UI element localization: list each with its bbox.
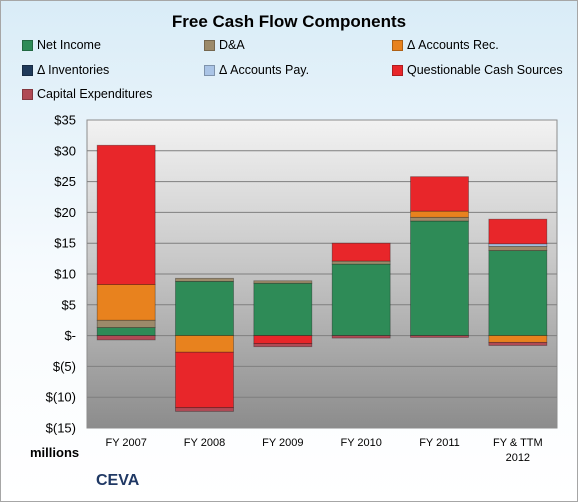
bar-segment bbox=[410, 216, 469, 222]
bar-segment bbox=[96, 327, 156, 337]
legend-item: Δ Accounts Pay. bbox=[204, 63, 309, 77]
legend-swatch bbox=[392, 64, 403, 76]
y-tick-label: $(15) bbox=[46, 421, 76, 436]
legend-swatch bbox=[22, 39, 33, 51]
bar-segment bbox=[175, 277, 234, 282]
bar-segment bbox=[488, 250, 548, 336]
y-tick-label: $25 bbox=[54, 174, 76, 189]
bar-segment bbox=[331, 335, 391, 339]
legend-swatch bbox=[204, 64, 215, 76]
chart-title: Free Cash Flow Components bbox=[171, 12, 407, 31]
bar-segment bbox=[96, 335, 156, 341]
legend-swatch bbox=[22, 88, 33, 100]
y-tick-label: $(5) bbox=[53, 359, 76, 374]
y-unit-label: millions bbox=[30, 445, 80, 460]
y-tick-label: $10 bbox=[54, 267, 76, 282]
y-tick-label: $20 bbox=[54, 205, 76, 220]
bar-segment bbox=[253, 282, 313, 336]
legend-item: Questionable Cash Sources bbox=[392, 63, 563, 77]
legend-item: Δ Inventories bbox=[22, 63, 109, 77]
bar-segment bbox=[253, 335, 313, 345]
x-tick-label: FY 2007 bbox=[105, 437, 146, 449]
legend-label: Net Income bbox=[37, 38, 101, 52]
legend-item: Net Income bbox=[22, 38, 101, 52]
legend-swatch bbox=[392, 39, 403, 51]
bar-segment bbox=[410, 210, 469, 218]
legend-label: D&A bbox=[219, 38, 245, 52]
bar-segment bbox=[96, 284, 156, 321]
x-tick-label: FY 2008 bbox=[184, 437, 225, 449]
legend-label: Capital Expenditures bbox=[37, 87, 153, 101]
x-tick-label: FY 2010 bbox=[340, 437, 381, 449]
bar-segment bbox=[175, 407, 234, 412]
x-tick-label: FY 2009 bbox=[262, 437, 303, 449]
y-tick-label: $- bbox=[64, 328, 76, 343]
legend-label: Δ Inventories bbox=[37, 63, 110, 77]
y-tick-label: $15 bbox=[54, 236, 76, 251]
x-tick-label: FY & TTM bbox=[493, 437, 543, 449]
legend-label: Δ Accounts Pay. bbox=[219, 63, 310, 77]
x-tick-label: 2012 bbox=[506, 452, 530, 464]
bar-segment bbox=[488, 245, 548, 251]
bar-segment bbox=[175, 335, 234, 353]
bar-segment bbox=[410, 220, 469, 336]
y-tick-label: $5 bbox=[62, 297, 76, 312]
y-tick-label: $30 bbox=[54, 143, 76, 158]
bar-segment bbox=[253, 280, 313, 284]
bar-segment bbox=[331, 242, 391, 262]
legend-label: Δ Accounts Rec. bbox=[407, 38, 499, 52]
bar-segment bbox=[253, 343, 313, 348]
legend-item: D&A bbox=[204, 38, 245, 52]
x-tick-label: FY 2011 bbox=[419, 437, 460, 449]
legend-item: Δ Accounts Rec. bbox=[392, 38, 499, 52]
legend-label: Questionable Cash Sources bbox=[407, 63, 563, 77]
bar-segment bbox=[331, 263, 391, 337]
legend-swatch bbox=[204, 39, 215, 51]
bar-segment bbox=[488, 218, 548, 245]
legend-swatch bbox=[22, 64, 33, 76]
bar-segment bbox=[488, 335, 548, 343]
bar-segment bbox=[175, 280, 234, 336]
bar-segment bbox=[96, 319, 156, 328]
bar-segment bbox=[410, 335, 469, 338]
bar-segment bbox=[488, 341, 548, 346]
company-label: CEVA bbox=[96, 472, 140, 489]
legend-item: Capital Expenditures bbox=[22, 87, 152, 101]
bar-segment bbox=[96, 144, 156, 285]
bar-segment bbox=[175, 351, 234, 409]
y-tick-label: $35 bbox=[54, 113, 76, 128]
bar-segment bbox=[410, 176, 469, 212]
bar-segment bbox=[331, 260, 391, 265]
y-tick-label: $(10) bbox=[46, 390, 76, 405]
